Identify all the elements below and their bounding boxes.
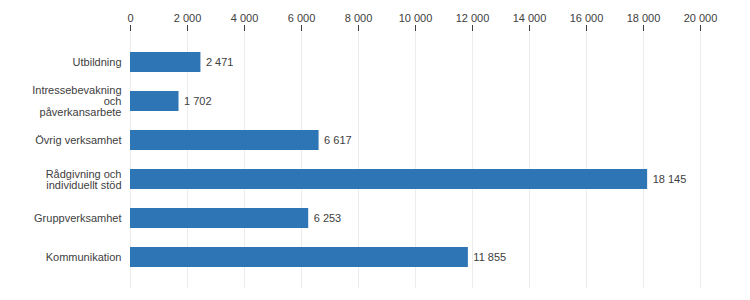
svg-text:14 000: 14 000: [513, 12, 547, 24]
svg-text:10 000: 10 000: [399, 12, 433, 24]
svg-text:Kommunikation: Kommunikation: [46, 251, 122, 263]
svg-text:11 855: 11 855: [473, 251, 506, 263]
svg-text:0: 0: [127, 12, 133, 24]
svg-text:6 000: 6 000: [288, 12, 316, 24]
svg-text:Utbildning: Utbildning: [73, 56, 122, 68]
svg-text:2 471: 2 471: [206, 56, 234, 68]
svg-text:4 000: 4 000: [231, 12, 259, 24]
svg-text:1 702: 1 702: [184, 95, 212, 107]
svg-text:6 253: 6 253: [314, 212, 342, 224]
svg-text:Rådgivning ochindividuellt stö: Rådgivning ochindividuellt stöd: [46, 168, 122, 191]
svg-text:8 000: 8 000: [345, 12, 373, 24]
svg-text:12 000: 12 000: [456, 12, 490, 24]
svg-text:Övrig verksamhet: Övrig verksamhet: [35, 134, 121, 146]
svg-text:Gruppverksamhet: Gruppverksamhet: [34, 212, 121, 224]
svg-text:2 000: 2 000: [174, 12, 202, 24]
svg-text:Intressebevakningochpåverkansa: Intressebevakningochpåverkansarbete: [32, 84, 121, 118]
svg-text:18 145: 18 145: [653, 173, 687, 185]
svg-text:16 000: 16 000: [570, 12, 604, 24]
svg-text:18 000: 18 000: [627, 12, 661, 24]
svg-text:6 617: 6 617: [324, 134, 352, 146]
svg-text:20 000: 20 000: [684, 12, 718, 24]
